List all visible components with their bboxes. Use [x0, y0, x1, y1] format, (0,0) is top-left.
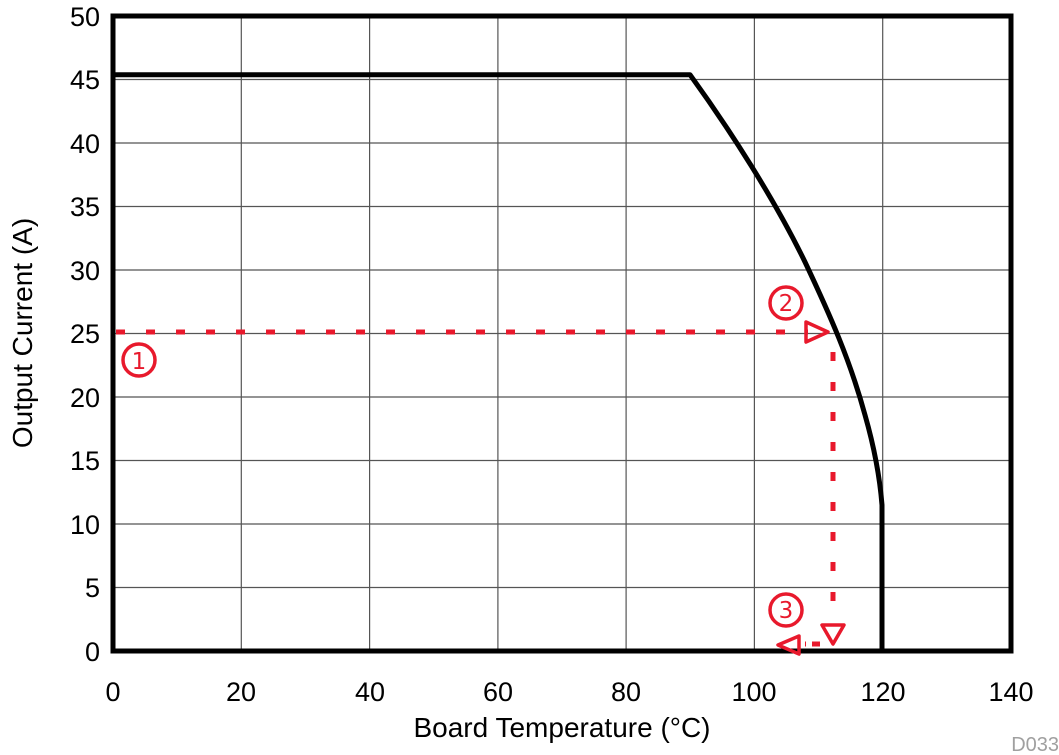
svg-text:120: 120	[860, 677, 905, 707]
svg-text:5: 5	[85, 573, 100, 603]
svg-text:2: 2	[779, 291, 794, 317]
arrow-right-icon	[804, 320, 830, 344]
svg-text:50: 50	[70, 2, 100, 32]
svg-text:20: 20	[70, 383, 100, 413]
svg-text:60: 60	[483, 677, 513, 707]
plot-frame	[110, 13, 1014, 654]
figure-id: D033	[1011, 734, 1059, 755]
x-axis-ticks: 0 20 40 60 80 100 120 140	[105, 677, 1033, 707]
svg-text:35: 35	[70, 192, 100, 222]
arrow-left-icon	[776, 634, 801, 656]
svg-text:25: 25	[70, 319, 100, 349]
y-axis-label: Output Current (A)	[7, 218, 38, 448]
svg-text:140: 140	[988, 677, 1033, 707]
svg-text:80: 80	[611, 677, 641, 707]
y-axis-ticks: 0 5 10 15 20 25 30 35 40 45 50	[70, 2, 100, 667]
svg-text:40: 40	[355, 677, 385, 707]
svg-text:20: 20	[226, 677, 256, 707]
annotation-labels: ① 1 ② 2 ③ 3	[121, 285, 804, 628]
annotation-guides	[116, 320, 846, 656]
svg-text:10: 10	[70, 510, 100, 540]
derating-curve	[113, 72, 885, 651]
svg-text:45: 45	[70, 65, 100, 95]
svg-text:1: 1	[132, 349, 147, 375]
svg-text:0: 0	[105, 677, 120, 707]
svg-text:15: 15	[70, 446, 100, 476]
svg-text:40: 40	[70, 129, 100, 159]
grid	[113, 16, 1011, 651]
svg-text:0: 0	[85, 637, 100, 667]
svg-text:30: 30	[70, 256, 100, 286]
svg-text:3: 3	[779, 598, 794, 624]
x-axis-label: Board Temperature (°C)	[413, 712, 710, 743]
svg-text:100: 100	[731, 677, 776, 707]
arrow-down-icon	[820, 623, 846, 646]
